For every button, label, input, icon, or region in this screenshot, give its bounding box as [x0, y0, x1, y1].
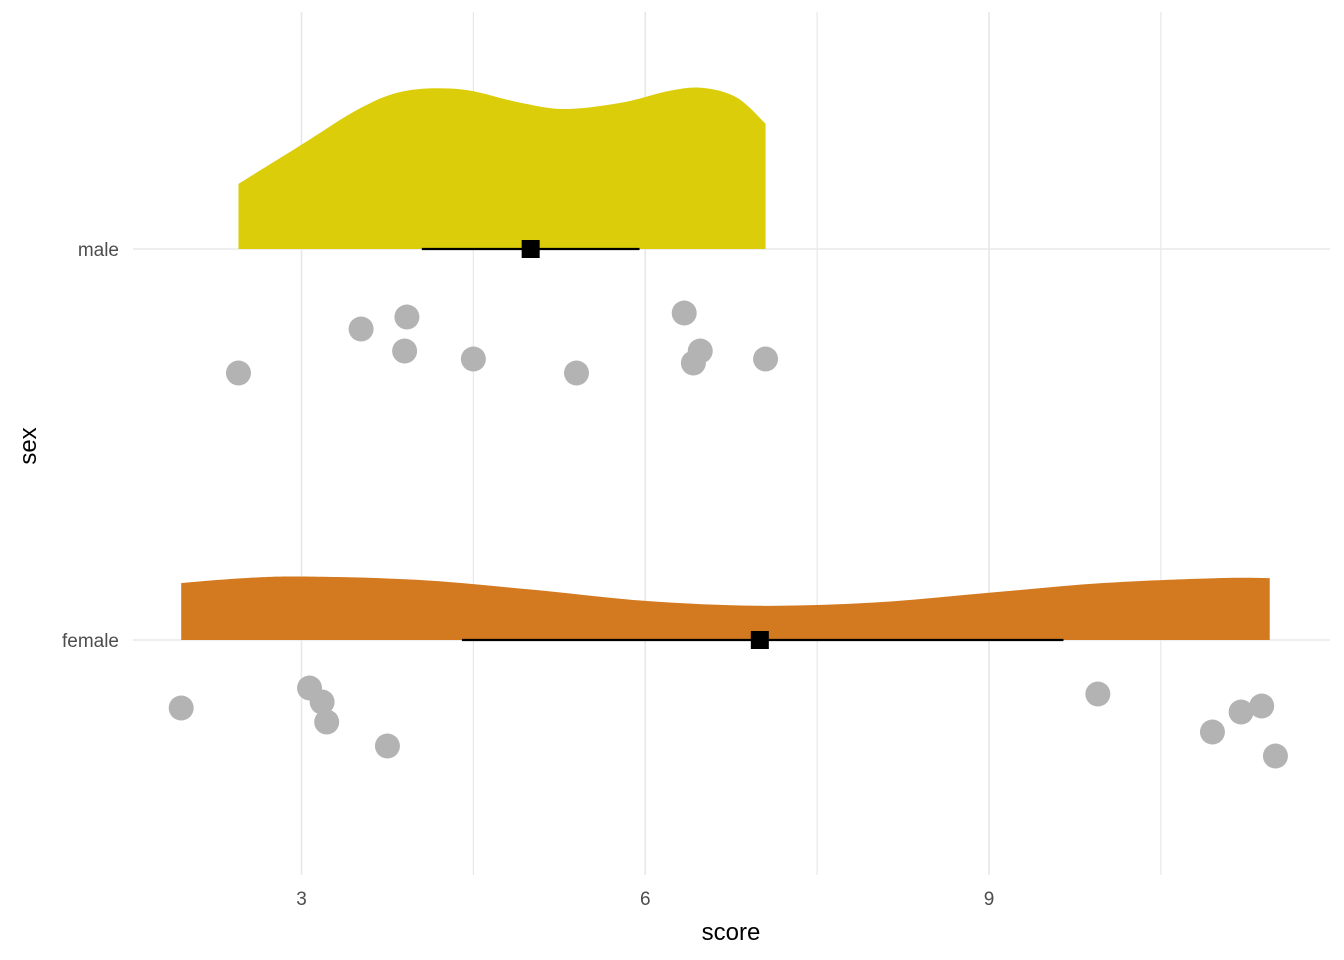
- data-point-female: [1228, 699, 1254, 725]
- data-point-female: [1249, 693, 1275, 719]
- data-point-female: [1262, 743, 1288, 769]
- x-tick-label: 3: [296, 889, 307, 910]
- mean-marker-male: [521, 240, 540, 258]
- data-point-male: [348, 316, 374, 342]
- data-point-female: [168, 695, 194, 721]
- data-point-female: [374, 733, 400, 759]
- y-tick-label-female: female: [62, 631, 119, 652]
- x-axis-title: score: [702, 919, 761, 946]
- data-point-male: [753, 346, 779, 372]
- data-point-male: [564, 360, 589, 386]
- data-point-male: [671, 300, 697, 326]
- y-axis-title: sex: [15, 427, 42, 464]
- points-layer: [168, 300, 1288, 769]
- data-point-female: [1085, 681, 1111, 707]
- data-point-male: [225, 360, 251, 386]
- summary-layer: [421, 240, 1064, 649]
- data-point-female: [309, 689, 335, 715]
- data-point-male: [392, 338, 418, 364]
- mean-marker-female: [750, 631, 769, 649]
- tick-labels: 3 6 9 male female: [62, 240, 994, 910]
- density-female: [181, 576, 1270, 640]
- density-layer: [181, 87, 1270, 640]
- y-tick-label-male: male: [78, 240, 119, 261]
- data-point-female: [314, 709, 340, 735]
- data-point-male: [680, 350, 706, 376]
- x-tick-label: 9: [984, 889, 995, 910]
- data-point-male: [460, 346, 486, 372]
- density-male: [238, 87, 766, 250]
- x-tick-label: 6: [640, 889, 651, 910]
- data-point-male: [394, 304, 420, 330]
- data-point-female: [1199, 719, 1225, 745]
